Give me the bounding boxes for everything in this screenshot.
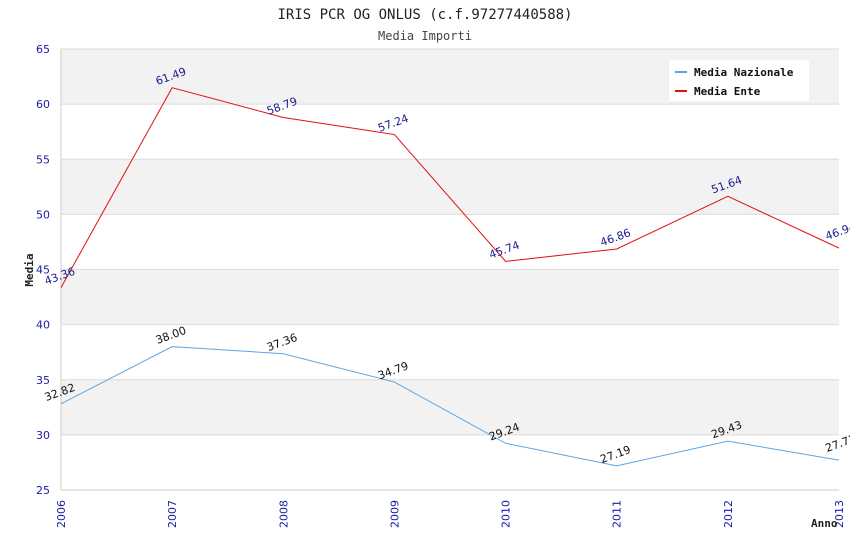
legend: Media Nazionale Media Ente <box>669 60 809 101</box>
series-line <box>60 346 840 467</box>
x-tick-label: 2008 <box>277 500 290 528</box>
x-tick-label: 2007 <box>166 500 179 528</box>
x-tick-label: 2009 <box>388 500 401 528</box>
legend-entry: Media Ente <box>694 85 761 98</box>
y-tick-label: 25 <box>36 484 50 497</box>
y-tick-label: 35 <box>36 374 50 387</box>
chart-subtitle: Media Importi <box>378 29 472 43</box>
legend-entry: Media Nazionale <box>694 66 794 79</box>
plot-band <box>61 434 839 490</box>
y-tick-label: 50 <box>36 208 50 221</box>
x-tick-label: 2013 <box>833 500 846 528</box>
y-tick-label: 65 <box>36 43 50 56</box>
legend-box <box>669 60 809 101</box>
x-tick-label: 2011 <box>611 500 624 528</box>
plot-band <box>61 379 839 435</box>
x-axis-ticks: 2006 2007 2008 2009 2010 2011 2012 2013 <box>55 500 846 528</box>
plot-band <box>61 214 839 270</box>
x-tick-label: 2006 <box>55 500 68 528</box>
x-axis-label: Anno <box>811 517 838 530</box>
y-tick-label: 40 <box>36 319 50 332</box>
y-axis-ticks: 25 30 35 40 45 50 55 60 65 <box>36 43 50 497</box>
y-tick-label: 60 <box>36 98 50 111</box>
plot-band <box>61 269 839 325</box>
y-tick-label: 55 <box>36 153 50 166</box>
plot-background <box>61 49 839 490</box>
plot-band <box>61 324 839 380</box>
chart-title: IRIS PCR OG ONLUS (c.f.97277440588) <box>277 7 572 23</box>
y-tick-label: 45 <box>36 264 50 277</box>
y-axis-label: Media <box>23 253 36 286</box>
y-tick-label: 30 <box>36 429 50 442</box>
plot-band <box>61 104 839 160</box>
series-lines <box>60 87 840 467</box>
series-line <box>60 87 840 288</box>
x-tick-label: 2012 <box>722 500 735 528</box>
axes <box>60 49 839 491</box>
x-tick-label: 2010 <box>500 500 513 528</box>
